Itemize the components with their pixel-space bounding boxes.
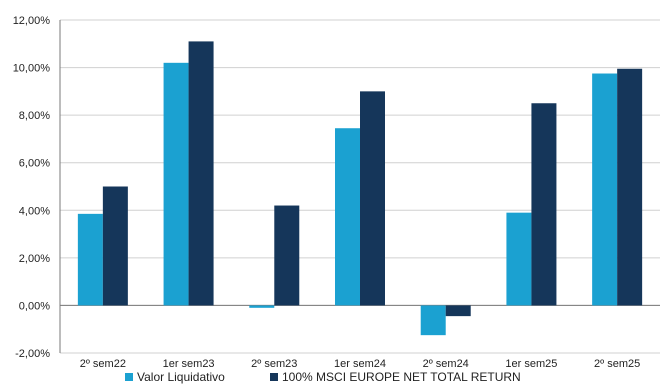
y-tick-label: 8,00% [19, 110, 50, 122]
y-tick-label: 0,00% [19, 300, 50, 312]
bar-series-2 [102, 186, 128, 306]
bar-series-1 [335, 128, 360, 306]
bar-series-2 [531, 103, 557, 306]
y-tick-label: 2,00% [19, 253, 50, 265]
legend-swatch-series-2 [270, 373, 278, 381]
bar-series-2 [360, 91, 385, 306]
bar-series-2 [445, 305, 471, 317]
x-tick-label: 2º sem22 [80, 358, 126, 370]
x-tick-label: 1er sem24 [334, 358, 386, 370]
bar-series-1 [249, 305, 275, 308]
y-tick-label: 4,00% [19, 205, 50, 217]
bar-series-1 [592, 73, 618, 306]
y-tick-label: 6,00% [19, 158, 50, 170]
x-tick-label: 1er sem23 [163, 358, 215, 370]
x-tick-label: 2º sem23 [251, 358, 297, 370]
bar-series-1 [420, 305, 446, 336]
bar-series-1 [163, 62, 189, 306]
x-tick-label: 2º sem25 [594, 358, 640, 370]
bar-series-1 [77, 213, 103, 306]
y-tick-label: -2,00% [15, 348, 50, 360]
bar-series-2 [188, 41, 214, 306]
bar-series-2 [617, 68, 643, 306]
bar-series-1 [506, 212, 532, 306]
y-tick-label: 10,00% [13, 63, 51, 75]
legend-swatch-series-1 [125, 373, 133, 381]
bar-series-2 [274, 205, 300, 306]
legend-label-series-1: Valor Liquidativo [137, 370, 225, 384]
x-tick-label: 1er sem25 [505, 358, 557, 370]
x-tick-label: 2º sem24 [423, 358, 469, 370]
legend-label-series-2: 100% MSCI EUROPE NET TOTAL RETURN [282, 370, 521, 384]
y-tick-label: 12,00% [13, 15, 51, 27]
